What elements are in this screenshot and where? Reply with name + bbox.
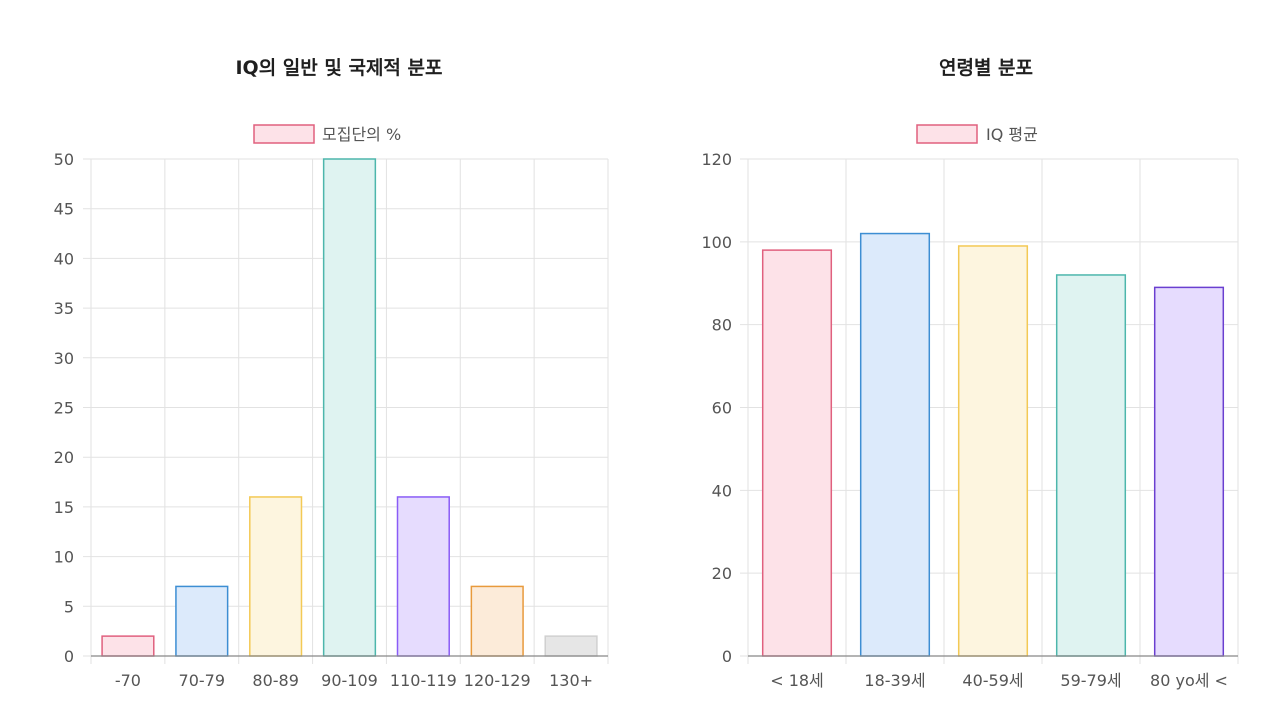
chart-title: 연령별 분포 bbox=[939, 57, 1033, 79]
y-tick-label: 50 bbox=[54, 150, 74, 169]
y-tick-label: 0 bbox=[722, 647, 732, 666]
y-tick-label: 10 bbox=[54, 548, 74, 567]
legend[interactable]: 모집단의 % bbox=[253, 124, 401, 144]
bar-18-39세[interactable] bbox=[859, 232, 931, 657]
chart-2: 연령별 분포 IQ 평균 0 20 40 60 80 100 120 < 18세 18-39세 40-… bbox=[701, 57, 1239, 690]
x-tick-label: 59-79세 bbox=[1060, 671, 1121, 690]
y-tick-label: 40 bbox=[54, 249, 74, 268]
y-tick-label: 30 bbox=[54, 349, 74, 368]
legend-label: IQ 평균 bbox=[986, 125, 1038, 144]
bar-59-79세[interactable] bbox=[1055, 274, 1127, 657]
x-tick-label: 90-109 bbox=[321, 671, 378, 690]
legend-label: 모집단의 % bbox=[322, 125, 401, 144]
bar-130+[interactable] bbox=[544, 635, 598, 657]
legend[interactable]: IQ 평균 bbox=[916, 124, 1038, 144]
y-tick-label: 45 bbox=[54, 200, 74, 219]
bar-40-59세[interactable] bbox=[957, 245, 1029, 657]
chart-title: IQ의 일반 및 국제적 분포 bbox=[235, 57, 442, 79]
y-tick-label: 60 bbox=[712, 399, 732, 418]
x-tick-label: 40-59세 bbox=[962, 671, 1023, 690]
bar-80 yo세 <[interactable] bbox=[1153, 286, 1225, 657]
y-tick-label: 25 bbox=[54, 399, 74, 418]
y-tick-label: 5 bbox=[64, 597, 74, 616]
y-tick-label: 120 bbox=[701, 150, 732, 169]
bar--70[interactable] bbox=[101, 635, 155, 657]
y-tick-label: 80 bbox=[712, 316, 732, 335]
x-tick-label: 120-129 bbox=[464, 671, 531, 690]
y-tick-label: 100 bbox=[701, 233, 732, 252]
y-tick-label: 15 bbox=[54, 498, 74, 517]
bar-< 18세[interactable] bbox=[761, 249, 833, 657]
x-tick-label: 70-79 bbox=[179, 671, 226, 690]
bar-70-79[interactable] bbox=[175, 585, 229, 657]
y-tick-label: 20 bbox=[54, 448, 74, 467]
legend-swatch bbox=[253, 124, 315, 144]
bar-120-129[interactable] bbox=[470, 585, 524, 657]
y-tick-label: 0 bbox=[64, 647, 74, 666]
x-tick-label: < 18세 bbox=[770, 671, 824, 690]
y-tick-label: 20 bbox=[712, 564, 732, 583]
bar-80-89[interactable] bbox=[249, 496, 303, 657]
y-tick-label: 35 bbox=[54, 299, 74, 318]
x-tick-label: 110-119 bbox=[390, 671, 457, 690]
bar-90-109[interactable] bbox=[322, 158, 377, 657]
x-tick-label: 80-89 bbox=[252, 671, 299, 690]
bar-110-119[interactable] bbox=[396, 496, 450, 657]
y-tick-label: 40 bbox=[712, 481, 732, 500]
x-tick-label: 80 yo세 < bbox=[1150, 671, 1228, 690]
legend-swatch bbox=[916, 124, 978, 144]
x-tick-label: 130+ bbox=[549, 671, 593, 690]
x-tick-label: 18-39세 bbox=[864, 671, 925, 690]
x-tick-label: -70 bbox=[115, 671, 141, 690]
